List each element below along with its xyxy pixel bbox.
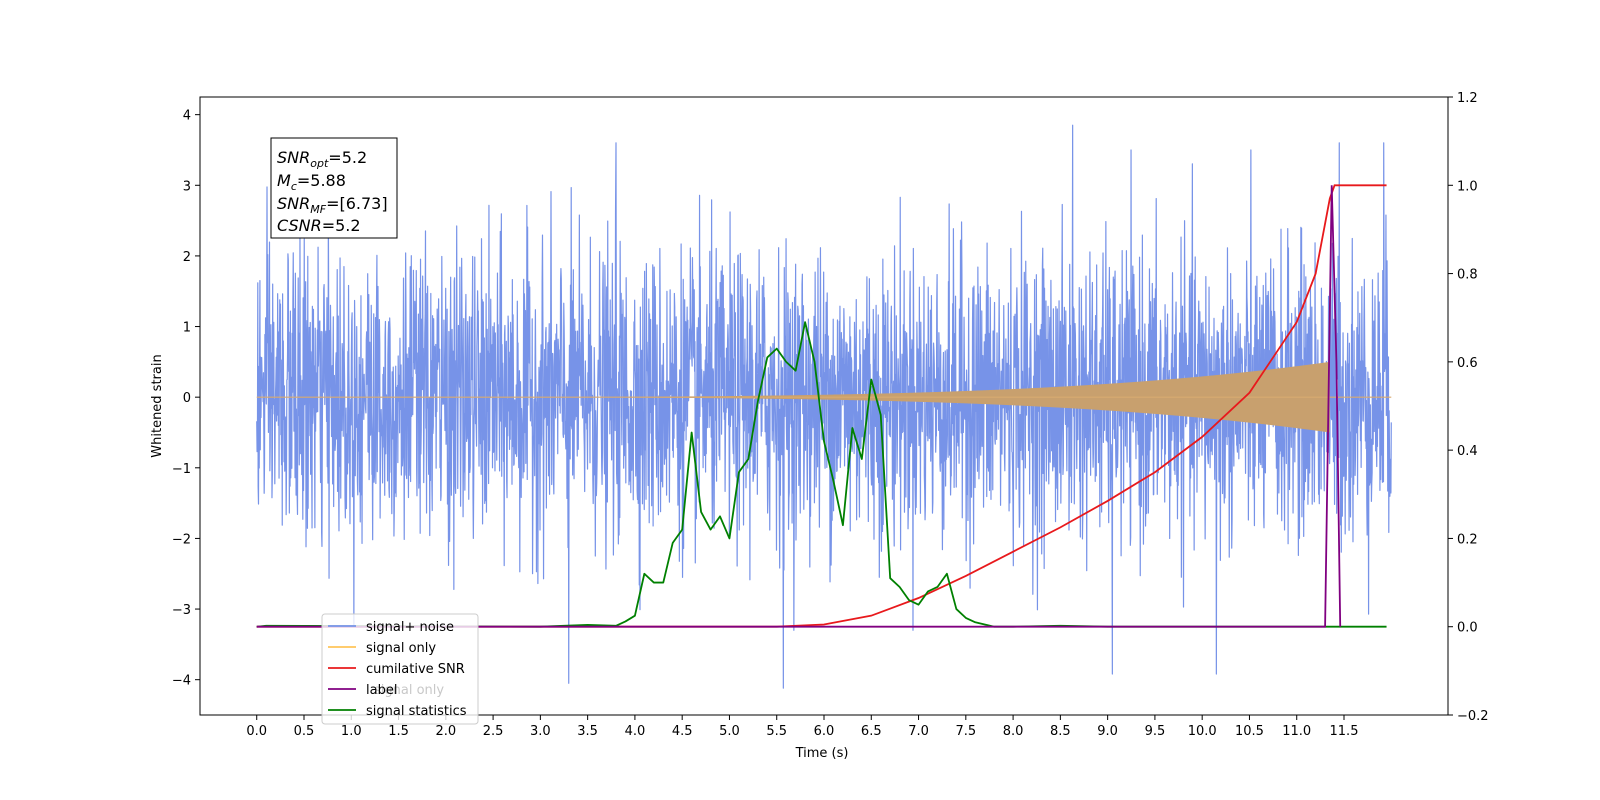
plot-data-layer bbox=[256, 124, 1392, 689]
legend-label: signal only bbox=[366, 641, 436, 656]
y-right-tick-label: 0.2 bbox=[1457, 532, 1478, 547]
x-tick-label: 10.5 bbox=[1235, 724, 1264, 739]
info-box-frame bbox=[270, 137, 398, 239]
info-symbol: M bbox=[277, 171, 291, 190]
x-tick-label: 3.5 bbox=[577, 724, 598, 739]
x-tick-label: 11.0 bbox=[1282, 724, 1311, 739]
info-subscript: opt bbox=[310, 157, 329, 170]
y-left-tick-label: 2 bbox=[183, 250, 191, 265]
y-left-tick-label: 4 bbox=[183, 109, 191, 124]
legend-label: signal+ noise bbox=[366, 620, 454, 635]
series-label bbox=[256, 185, 1342, 628]
y-right-tick-label: −0.2 bbox=[1457, 709, 1489, 724]
info-line: Mc=5.88 bbox=[277, 171, 346, 193]
y-axis-right: 1.2 1.0 0.8 0.6 0.4 0.2 0.0 −0.2 bbox=[1448, 91, 1489, 724]
series-signal-statistics bbox=[256, 321, 1387, 628]
y-left-tick-label: −3 bbox=[172, 603, 191, 618]
x-tick-label: 3.0 bbox=[530, 724, 551, 739]
info-line: SNRMF=[6.73] bbox=[277, 194, 388, 216]
info-symbol: SNR bbox=[277, 148, 310, 167]
y-left-tick-label: 3 bbox=[183, 179, 191, 194]
info-value: =5.2 bbox=[328, 148, 367, 167]
x-tick-label: 8.0 bbox=[1003, 724, 1024, 739]
x-tick-label: 0.5 bbox=[294, 724, 315, 739]
y-right-tick-label: 0.4 bbox=[1457, 444, 1478, 459]
x-tick-label: 6.5 bbox=[861, 724, 882, 739]
series-signal-only bbox=[256, 361, 1392, 433]
x-axis-title: Time (s) bbox=[795, 746, 849, 761]
y-left-tick-label: −1 bbox=[172, 462, 191, 477]
y-left-tick-label: −2 bbox=[172, 532, 191, 547]
y-right-tick-label: 0.6 bbox=[1457, 356, 1478, 371]
y-right-tick-label: 0.8 bbox=[1457, 268, 1478, 283]
x-tick-label: 1.5 bbox=[388, 724, 409, 739]
x-tick-label: 9.0 bbox=[1097, 724, 1118, 739]
series-line-label bbox=[256, 185, 1342, 628]
legend-label: label bbox=[366, 683, 397, 698]
x-tick-label: 10.0 bbox=[1188, 724, 1217, 739]
info-value: =5.2 bbox=[322, 216, 361, 235]
info-value: =[6.73] bbox=[326, 194, 388, 213]
x-tick-label: 0.0 bbox=[246, 724, 267, 739]
legend-frame bbox=[321, 613, 479, 725]
y-axis-title: Whitened strain bbox=[150, 354, 165, 457]
legend-label: cumilative SNR bbox=[366, 662, 465, 677]
x-tick-label: 11.5 bbox=[1330, 724, 1359, 739]
x-tick-label: 5.0 bbox=[719, 724, 740, 739]
x-tick-label: 4.0 bbox=[625, 724, 646, 739]
x-tick-label: 9.5 bbox=[1145, 724, 1166, 739]
info-line: SNRopt=5.2 bbox=[277, 148, 367, 170]
x-tick-label: 1.0 bbox=[341, 724, 362, 739]
series-cumilative-snr bbox=[256, 184, 1387, 628]
y-left-tick-label: 0 bbox=[183, 391, 191, 406]
info-subscript: c bbox=[291, 180, 297, 193]
x-tick-label: 2.0 bbox=[435, 724, 456, 739]
series-line-signal-statistics bbox=[256, 321, 1387, 628]
legend-occluded-text: signal only bbox=[374, 683, 444, 698]
info-line: CSNR=5.2 bbox=[277, 216, 361, 235]
legend: signal only signal+ noise signal only cumil… bbox=[321, 613, 479, 725]
y-left-tick-label: 1 bbox=[183, 321, 191, 336]
y-right-tick-label: 1.0 bbox=[1457, 179, 1478, 194]
x-tick-label: 5.5 bbox=[766, 724, 787, 739]
x-axis: 0.0 0.5 1.0 1.5 2.0 2.5 3.0 3.5 4.0 4.5 5.0 5.5 6.0 6… bbox=[246, 715, 1358, 739]
series-line-cumilative-snr bbox=[256, 184, 1387, 628]
y-axis-left: 4 3 2 1 0 −1 −2 −3 −4 bbox=[172, 109, 200, 689]
info-subscript: MF bbox=[310, 203, 326, 216]
info-symbol: SNR bbox=[277, 194, 310, 213]
x-tick-label: 8.5 bbox=[1050, 724, 1071, 739]
x-tick-label: 2.5 bbox=[483, 724, 504, 739]
info-value: =5.88 bbox=[297, 171, 346, 190]
legend-label: signal statistics bbox=[366, 704, 467, 719]
info-symbol: CSNR bbox=[277, 216, 322, 235]
y-left-tick-label: −4 bbox=[172, 674, 191, 689]
x-tick-label: 7.0 bbox=[908, 724, 929, 739]
x-tick-label: 4.5 bbox=[672, 724, 693, 739]
x-tick-label: 6.0 bbox=[814, 724, 835, 739]
x-tick-label: 7.5 bbox=[955, 724, 976, 739]
y-right-tick-label: 0.0 bbox=[1457, 621, 1478, 636]
y-right-tick-label: 1.2 bbox=[1457, 91, 1478, 106]
